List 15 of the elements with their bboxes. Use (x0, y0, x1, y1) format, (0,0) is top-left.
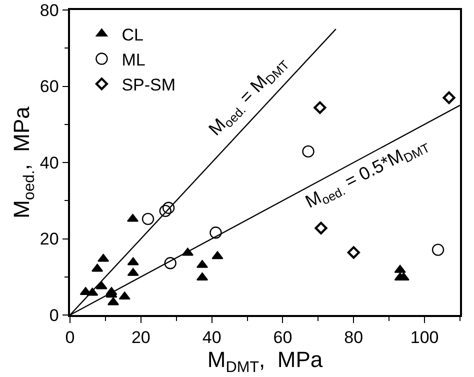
x-tick-label: 100 (410, 328, 439, 348)
y-tick-label: 20 (40, 230, 59, 249)
y-tick-label: 0 (49, 306, 59, 325)
x-tick-label: 40 (202, 328, 222, 348)
x-axis-title: M$_{DMT}$, MPa (207, 347, 324, 376)
legend-label: CL (122, 25, 144, 44)
y-tick-label: 80 (40, 0, 59, 20)
x-tick-label: 0 (65, 328, 75, 348)
x-tick-label: 20 (131, 328, 150, 348)
y-tick-label: 40 (40, 153, 59, 172)
legend-label: ML (122, 50, 146, 70)
x-tick-label: 60 (273, 328, 292, 348)
y-tick-label: 60 (40, 77, 59, 96)
x-tick-label: 80 (344, 328, 364, 348)
legend-label: SP-SM (122, 75, 176, 94)
